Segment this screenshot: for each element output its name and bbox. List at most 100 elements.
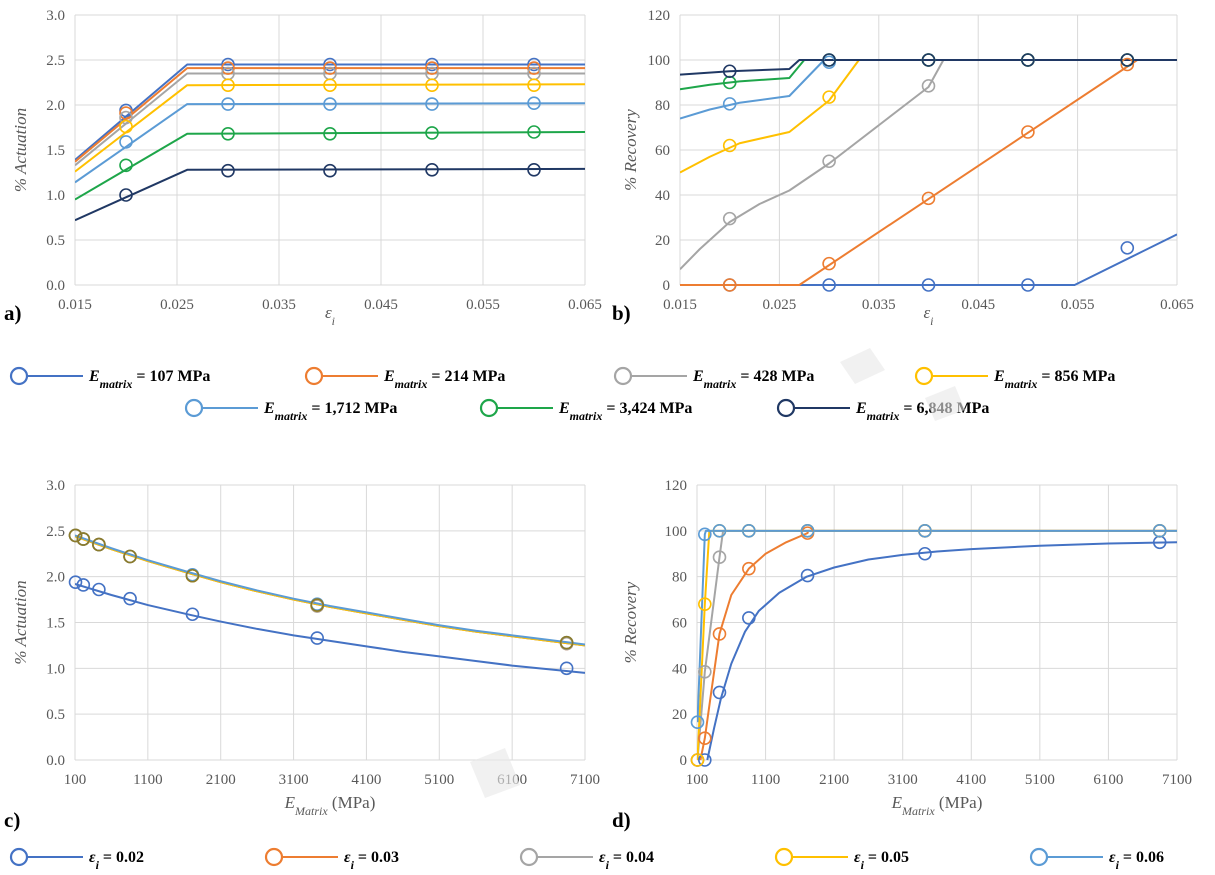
- data-point-e-matrix-214-mpa: [722, 278, 737, 292]
- y-tick-label: 80: [672, 570, 687, 586]
- data-point-i-0-02: [68, 575, 83, 589]
- x-axis-label: εi: [923, 303, 933, 328]
- x-tick-label: 0.015: [663, 297, 697, 313]
- data-point-e-matrix-1-712-mpa: [323, 97, 337, 111]
- plot-area: [680, 59, 1177, 286]
- y-tick-label: 0.0: [46, 753, 65, 769]
- x-axis-label-var: ε: [325, 303, 332, 322]
- x-tick-label: 0.055: [466, 297, 500, 313]
- legend-marker: [9, 847, 29, 867]
- panel-b: 0.015 0.025 0.035 0.045 0.055 0.065 0 20 40 60 80 1…: [612, 8, 1194, 328]
- x-tick-label: 0.055: [1061, 297, 1095, 313]
- data-point-e-matrix-3-424-mpa: [221, 127, 235, 141]
- data-point-i-0-04: [698, 664, 712, 679]
- data-point-e-matrix-856-mpa: [822, 90, 836, 104]
- x-tick-label: 0.025: [763, 297, 797, 313]
- data-point-i-0-06: [712, 524, 727, 538]
- x-tick-label: 0.035: [862, 297, 896, 313]
- y-tick-label: 1.0: [46, 661, 65, 677]
- data-point-e-matrix-6-848-mpa: [921, 53, 936, 67]
- x-tick-label: 0.045: [364, 297, 398, 313]
- y-tick-label: 120: [648, 8, 671, 24]
- data-point-i-0-02: [698, 753, 712, 767]
- legend-item: εi = 0.03: [264, 847, 399, 872]
- data-point-series-5: [123, 549, 137, 564]
- legend-label-sub: matrix: [704, 377, 737, 391]
- legend-label-var: E: [88, 368, 100, 385]
- y-tick-label: 40: [672, 661, 687, 677]
- data-point-i-0-06: [742, 524, 756, 538]
- legend-label: εi = 0.04: [599, 849, 654, 872]
- y-tick-label: 60: [672, 616, 687, 632]
- data-point-e-matrix-6-848-mpa: [221, 163, 235, 178]
- x-tick-label: 0.035: [262, 297, 296, 313]
- data-point-i-0-02: [310, 631, 324, 645]
- data-point-e-matrix-6-848-mpa: [822, 53, 836, 67]
- data-point-i-0-06: [698, 527, 712, 542]
- y-tick-label: 100: [665, 524, 688, 540]
- data-point-i-0-02: [92, 582, 106, 597]
- panel-d: 100 1100 2100 3100 4100 5100 6100 7100 0 20 40 60 80…: [612, 478, 1192, 832]
- x-axis-label-var: E: [284, 793, 296, 812]
- x-axis-label-sub: Matrix: [901, 804, 935, 818]
- y-tick-label: 0.5: [46, 233, 65, 249]
- legend-item: Ematrix = 3,424 MPa: [479, 398, 692, 423]
- legend-marker: [304, 366, 324, 386]
- data-point-i-0-05: [690, 753, 705, 767]
- legend-label: Ematrix = 428 MPa: [692, 368, 814, 391]
- x-tick-label: 5100: [424, 772, 454, 788]
- y-tick-label: 0.5: [46, 707, 65, 723]
- plot-area: [75, 534, 585, 674]
- legend-label-rest: = 428 MPa: [736, 368, 814, 385]
- data-point-e-matrix-1-712-mpa: [527, 96, 541, 110]
- x-axis-label-sub: i: [332, 314, 335, 328]
- x-axis-label-sub: Matrix: [294, 804, 328, 818]
- legend-label-var: E: [383, 368, 395, 385]
- data-point-e-matrix-214-mpa: [119, 106, 133, 120]
- legend-label-sub: i: [861, 858, 865, 872]
- data-point-i-0-04: [712, 550, 727, 564]
- panel-letter: b): [612, 301, 631, 325]
- x-tick-label: 100: [686, 772, 709, 788]
- legend-item: εi = 0.06: [1029, 847, 1164, 872]
- series-line-e-matrix-428-mpa: [75, 72, 585, 167]
- legend-label-var: E: [855, 400, 867, 417]
- y-tick-label: 1.5: [46, 616, 65, 632]
- data-point-e-matrix-1-712-mpa: [722, 97, 737, 111]
- series-line-i-0-02: [706, 541, 1177, 761]
- data-point-e-matrix-428-mpa: [722, 211, 737, 226]
- legend-label-var: E: [263, 400, 275, 417]
- y-tick-label: 0: [680, 753, 688, 769]
- data-point-i-0-02: [185, 607, 200, 622]
- data-point-e-matrix-107-mpa: [323, 57, 337, 72]
- data-point-i-0-02: [918, 546, 932, 561]
- legend-marker: [519, 847, 539, 867]
- x-tick-label: 3100: [279, 772, 309, 788]
- x-tick-label: 1100: [751, 772, 780, 788]
- x-axis-label-var: ε: [923, 303, 930, 322]
- legend-item: Ematrix = 856 MPa: [914, 366, 1115, 391]
- legend-label: Ematrix = 856 MPa: [993, 368, 1115, 391]
- legend-label-rest: = 214 MPa: [427, 368, 505, 385]
- x-tick-label: 4100: [351, 772, 381, 788]
- legend-marker: [264, 847, 284, 867]
- y-tick-label: 3.0: [46, 8, 65, 24]
- data-point-e-matrix-214-mpa: [425, 61, 439, 75]
- series-line-e-matrix-214-mpa: [75, 67, 585, 163]
- data-point-e-matrix-6-848-mpa: [425, 163, 439, 177]
- series-line-i-0-05: [697, 529, 1177, 761]
- x-axis-label: EMatrix (MPa): [891, 793, 983, 818]
- legend-label-var: ε: [599, 849, 606, 866]
- x-tick-label: 0.045: [961, 297, 995, 313]
- legend-marker: [774, 847, 794, 867]
- legend-label-sub: matrix: [867, 409, 900, 423]
- data-point-e-matrix-1-712-mpa: [221, 97, 235, 111]
- legend-marker: [914, 366, 934, 386]
- data-point-e-matrix-3-424-mpa: [323, 127, 337, 141]
- data-point-i-0-02: [76, 578, 91, 592]
- data-point-e-matrix-3-424-mpa: [425, 126, 439, 140]
- legend-label-rest: = 0.06: [1119, 849, 1164, 866]
- legend-label-sub: matrix: [395, 377, 428, 391]
- legend-marker: [1029, 847, 1049, 867]
